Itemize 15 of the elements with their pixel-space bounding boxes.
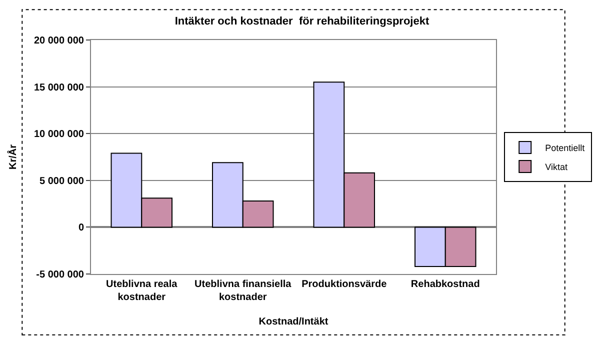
y-tick-label: 0 <box>78 222 84 234</box>
y-tick-label: 15 000 000 <box>34 82 84 94</box>
y-axis-title: Kr/År <box>6 144 19 170</box>
x-tick-label: Produktionsvärde <box>302 279 388 290</box>
y-tick-label: 10 000 000 <box>34 129 84 140</box>
x-tick-label: Uteblivna finansiella kostnader <box>194 279 292 303</box>
y-tick-label: 20 000 000 <box>34 36 84 46</box>
x-axis-title: Kostnad/Intäkt <box>258 316 329 328</box>
x-tick-label: Uteblivna reala kostnader <box>106 279 178 303</box>
legend-label: Potentiellt <box>545 143 586 154</box>
chart-title: Intäkter och kostnader för rehabiliteringsprojekt <box>174 16 430 28</box>
y-tick-label: 5 000 000 <box>40 176 84 187</box>
legend-label: Viktat <box>545 162 568 172</box>
x-tick-label: Rehabkostnad <box>410 279 480 290</box>
y-tick-label: -5 000 000 <box>36 270 84 280</box>
